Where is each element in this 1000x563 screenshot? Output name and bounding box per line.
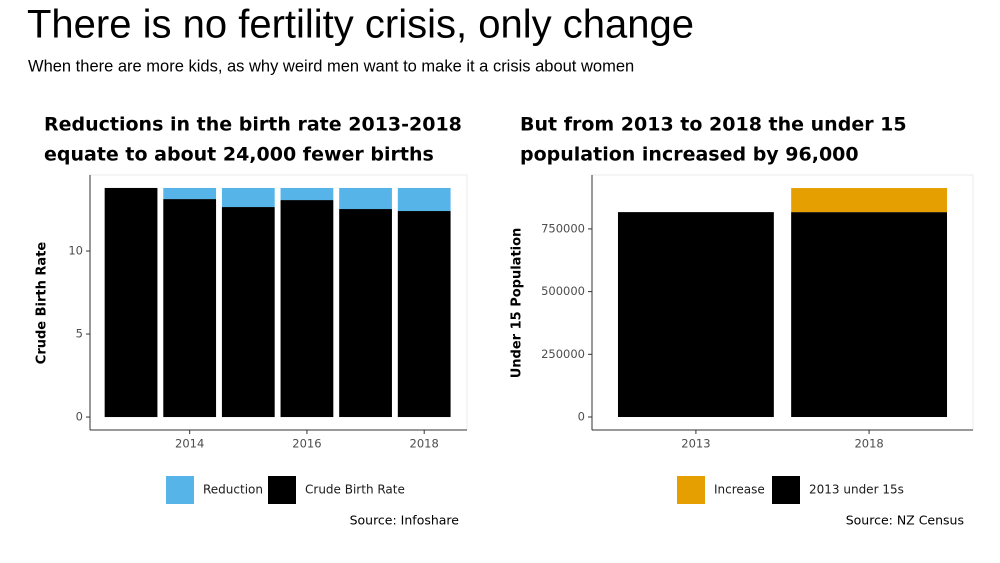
bar-segment xyxy=(397,211,451,418)
bar-segment xyxy=(280,200,334,418)
bar-segment xyxy=(163,199,217,418)
y-axis-label: Under 15 Population xyxy=(510,228,525,379)
bar-segment xyxy=(221,187,275,208)
legend-swatch xyxy=(677,476,705,504)
legend-swatch xyxy=(268,476,296,504)
bar-segment xyxy=(397,187,451,212)
bar-segment xyxy=(791,188,948,213)
legend-swatch xyxy=(772,476,800,504)
page-title: There is no fertility crisis, only chang… xyxy=(27,3,694,47)
x-tick-label: 2018 xyxy=(410,437,439,451)
source: Source: NZ Census xyxy=(846,513,964,528)
y-tick-label: 0 xyxy=(76,410,83,424)
chart-title: Reductions in the birth rate 2013-2018 xyxy=(44,114,462,136)
y-tick-label: 0 xyxy=(578,410,585,424)
bar-segment xyxy=(339,209,392,418)
chart-title: population increased by 96,000 xyxy=(520,144,859,166)
bar-segment xyxy=(617,212,774,418)
bar-segment xyxy=(163,187,217,200)
y-tick-label: 500000 xyxy=(541,284,585,298)
x-tick-label: 2018 xyxy=(854,437,883,451)
x-tick-label: 2016 xyxy=(292,437,321,451)
y-axis-label: Crude Birth Rate xyxy=(35,242,50,365)
chart-title: But from 2013 to 2018 the under 15 xyxy=(520,114,907,136)
legend-label: 2013 under 15s xyxy=(809,483,904,497)
chart-title: equate to about 24,000 fewer births xyxy=(44,144,434,166)
bar-segment xyxy=(280,187,334,201)
x-tick-label: 2013 xyxy=(681,437,710,451)
bar-segment xyxy=(339,187,392,210)
legend-label: Increase xyxy=(714,483,765,497)
legend-label: Crude Birth Rate xyxy=(305,483,405,497)
y-tick-label: 5 xyxy=(76,327,83,341)
y-tick-label: 10 xyxy=(68,244,83,258)
y-tick-label: 750000 xyxy=(541,221,585,235)
legend-swatch xyxy=(166,476,194,504)
x-tick-label: 2014 xyxy=(175,437,204,451)
legend-label: Reduction xyxy=(203,483,263,497)
page-subtitle: When there are more kids, as why weird m… xyxy=(28,57,634,75)
bar-segment xyxy=(104,187,158,418)
source: Source: Infoshare xyxy=(350,513,460,528)
bar-segment xyxy=(791,212,948,418)
y-tick-label: 250000 xyxy=(541,347,585,361)
bar-segment xyxy=(221,207,275,418)
